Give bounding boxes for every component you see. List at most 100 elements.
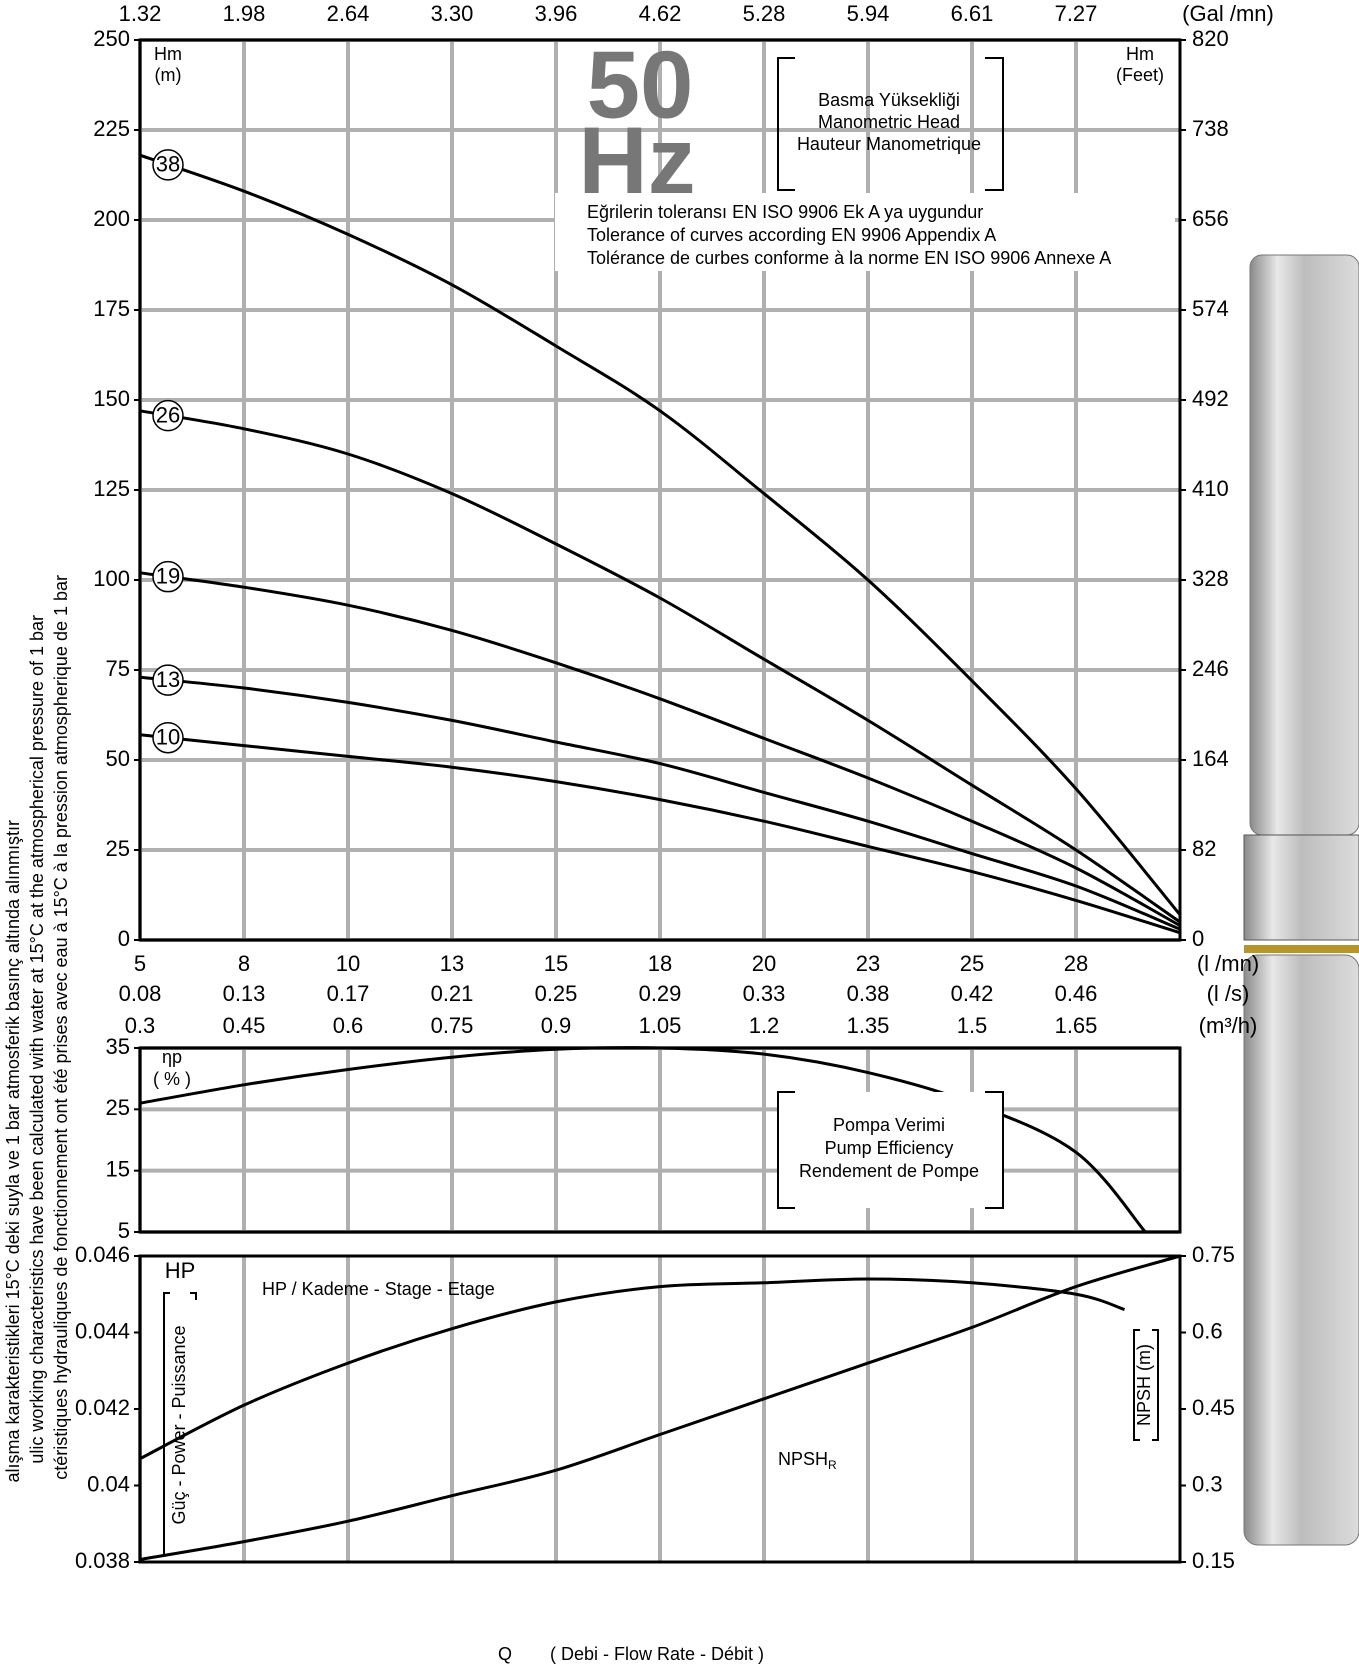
series-line — [139, 571, 1181, 927]
x-tick-label: 18 — [648, 951, 672, 976]
box-label: Rendement de Pompe — [799, 1161, 979, 1181]
panel: 0 25 50 75 100 125 150 175 200 225 250 0 82 164 246 328… — [93, 26, 1228, 951]
x-tick-label: 8 — [238, 951, 250, 976]
x-tick-label: 5.28 — [743, 1, 786, 26]
y2-tick-label: 82 — [1192, 836, 1216, 861]
side-note: ulic working characteristics have been c… — [27, 615, 47, 1464]
x-tick-label: 25 — [960, 951, 984, 976]
series-line — [139, 1277, 1126, 1461]
x-tick-label: 0.13 — [223, 981, 266, 1006]
legend-label: 38 — [156, 152, 180, 177]
series-line — [139, 675, 1181, 931]
series-label: NPSHR — [778, 1449, 837, 1472]
x-tick-label: 1.05 — [639, 1013, 682, 1038]
x-tick-label: 0.38 — [847, 981, 890, 1006]
x-tick-label: 1.32 — [119, 1, 162, 26]
y-tick-label: 250 — [93, 26, 130, 51]
y-tick-label: 25 — [106, 1095, 130, 1120]
series-line — [139, 153, 1182, 916]
y-label: Güç - Power - Puissance — [169, 1325, 189, 1524]
y2-tick-label: 656 — [1192, 206, 1229, 231]
x-tick-label: 5 — [134, 951, 146, 976]
x-tick-label: 0.6 — [333, 1013, 364, 1038]
y2-label: (Feet) — [1116, 65, 1164, 85]
y-tick-label: 75 — [106, 656, 130, 681]
head-label: Manometric Head — [818, 112, 960, 132]
y2-tick-label: 0.6 — [1192, 1318, 1223, 1343]
y2-tick-label: 0.75 — [1192, 1242, 1235, 1267]
x-tick-label: 0.29 — [639, 981, 682, 1006]
x-label: ( Debi - Flow Rate - Débit ) — [550, 1644, 764, 1664]
x-axis-unit: (m³/h) — [1199, 1013, 1258, 1038]
y-label: (m) — [155, 65, 182, 85]
series-line — [139, 733, 1181, 935]
stage-marker — [152, 399, 184, 432]
x-tick-label: 15 — [544, 951, 568, 976]
efficiency-box: Pompa Verimi Pump Efficiency Rendement de … — [777, 1091, 1004, 1209]
y-tick-label: 5 — [118, 1218, 130, 1243]
y-label: ( % ) — [153, 1069, 191, 1089]
legend-label: 10 — [156, 725, 180, 750]
x-tick-label: 0.42 — [951, 981, 994, 1006]
y-tick-label: 0.04 — [87, 1471, 130, 1496]
y-tick-label: 0.046 — [75, 1242, 130, 1267]
y-tick-label: 200 — [93, 206, 130, 231]
x-tick-label: 1.65 — [1055, 1013, 1098, 1038]
y-label: Hm — [154, 44, 182, 64]
head-label: Basma Yüksekliği — [818, 90, 960, 110]
x-tick-label: 0.75 — [431, 1013, 474, 1038]
x-tick-label: 2.64 — [327, 1, 370, 26]
x-tick-label: 0.9 — [541, 1013, 572, 1038]
stage-marker — [152, 664, 184, 696]
x-axis-unit: (l /s) — [1207, 981, 1250, 1006]
y-tick-label: 0 — [118, 926, 130, 951]
x-tick-label: 0.17 — [327, 981, 370, 1006]
x-tick-label: 28 — [1064, 951, 1088, 976]
y-tick-label: 0.044 — [75, 1318, 130, 1343]
stage-marker — [152, 149, 184, 181]
bracket — [777, 57, 1004, 191]
x-tick-label: 1.35 — [847, 1013, 890, 1038]
x-tick-label: 4.62 — [639, 1, 682, 26]
x-tick-label: 0.46 — [1055, 981, 1098, 1006]
y2-tick-label: 0.3 — [1192, 1471, 1223, 1496]
head-label: Hauteur Manometrique — [797, 134, 981, 154]
series-line — [139, 1254, 1181, 1561]
hz-value: 50 — [587, 31, 694, 138]
x-tick-label: 0.45 — [223, 1013, 266, 1038]
plots: 0 25 50 75 100 125 150 175 200 225 250 0 82 164 246 328… — [75, 1, 1274, 1573]
legend-label: 13 — [156, 667, 180, 692]
x-tick-label: 1.98 — [223, 1, 266, 26]
y-tick-label: 175 — [93, 296, 130, 321]
y2-label: NPSH (m) — [1134, 1344, 1154, 1426]
series-label: NPSH — [778, 1449, 828, 1469]
x-axis-unit: (l /mn) — [1197, 951, 1259, 976]
y-tick-label: 225 — [93, 116, 130, 141]
y-tick-label: 0.042 — [75, 1395, 130, 1420]
x-tick-label: 1.5 — [957, 1013, 988, 1038]
x-tick-label: 5.94 — [847, 1, 890, 26]
x-tick-label: 1.2 — [749, 1013, 780, 1038]
x-tick-label: 6.61 — [951, 1, 994, 26]
y-tick-label: 125 — [93, 476, 130, 501]
y-tick-label: 15 — [106, 1156, 130, 1181]
notes: 50 Hz Eğrilerin toleransı EN ISO 9906 Ek… — [3, 31, 1175, 1664]
bracket — [1133, 1329, 1159, 1441]
panel: 5 15 25 35 — [106, 1034, 1182, 1243]
x-tick-label: 0.25 — [535, 981, 578, 1006]
x-tick-label: 20 — [752, 951, 776, 976]
x-tick-label: 7.27 — [1055, 1, 1098, 26]
x-tick-label: 23 — [856, 951, 880, 976]
y-label: HP — [165, 1258, 196, 1283]
y2-tick-label: 820 — [1192, 26, 1229, 51]
y2-tick-label: 574 — [1192, 296, 1229, 321]
y-tick-label: 25 — [106, 836, 130, 861]
y-tick-label: 0.038 — [75, 1548, 130, 1573]
bracket — [163, 1292, 197, 1556]
series-line — [139, 409, 1181, 924]
x-axis-unit: (Gal /mn) — [1182, 1, 1274, 26]
y2-tick-label: 738 — [1192, 116, 1229, 141]
series-label-subscript: R — [828, 1458, 837, 1472]
x-tick-label: 13 — [440, 951, 464, 976]
